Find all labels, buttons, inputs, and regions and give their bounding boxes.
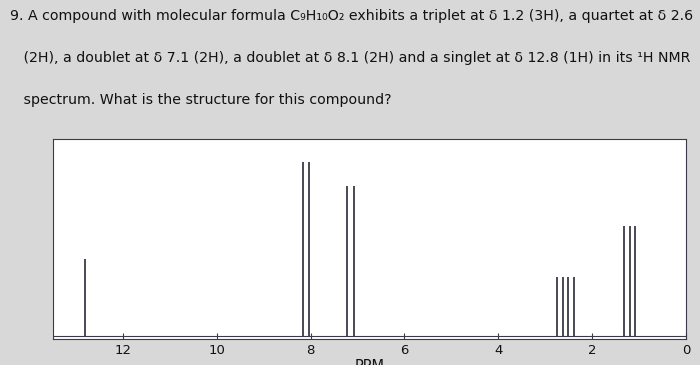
Text: (2H), a doublet at δ 7.1 (2H), a doublet at δ 8.1 (2H) and a singlet at δ 12.8 (: (2H), a doublet at δ 7.1 (2H), a doublet… [10,51,691,65]
Text: spectrum. What is the structure for this compound?: spectrum. What is the structure for this… [10,93,392,107]
X-axis label: PPM: PPM [354,360,384,365]
Text: 9. A compound with molecular formula C₉H₁₀O₂ exhibits a triplet at δ 1.2 (3H), a: 9. A compound with molecular formula C₉H… [10,9,694,23]
